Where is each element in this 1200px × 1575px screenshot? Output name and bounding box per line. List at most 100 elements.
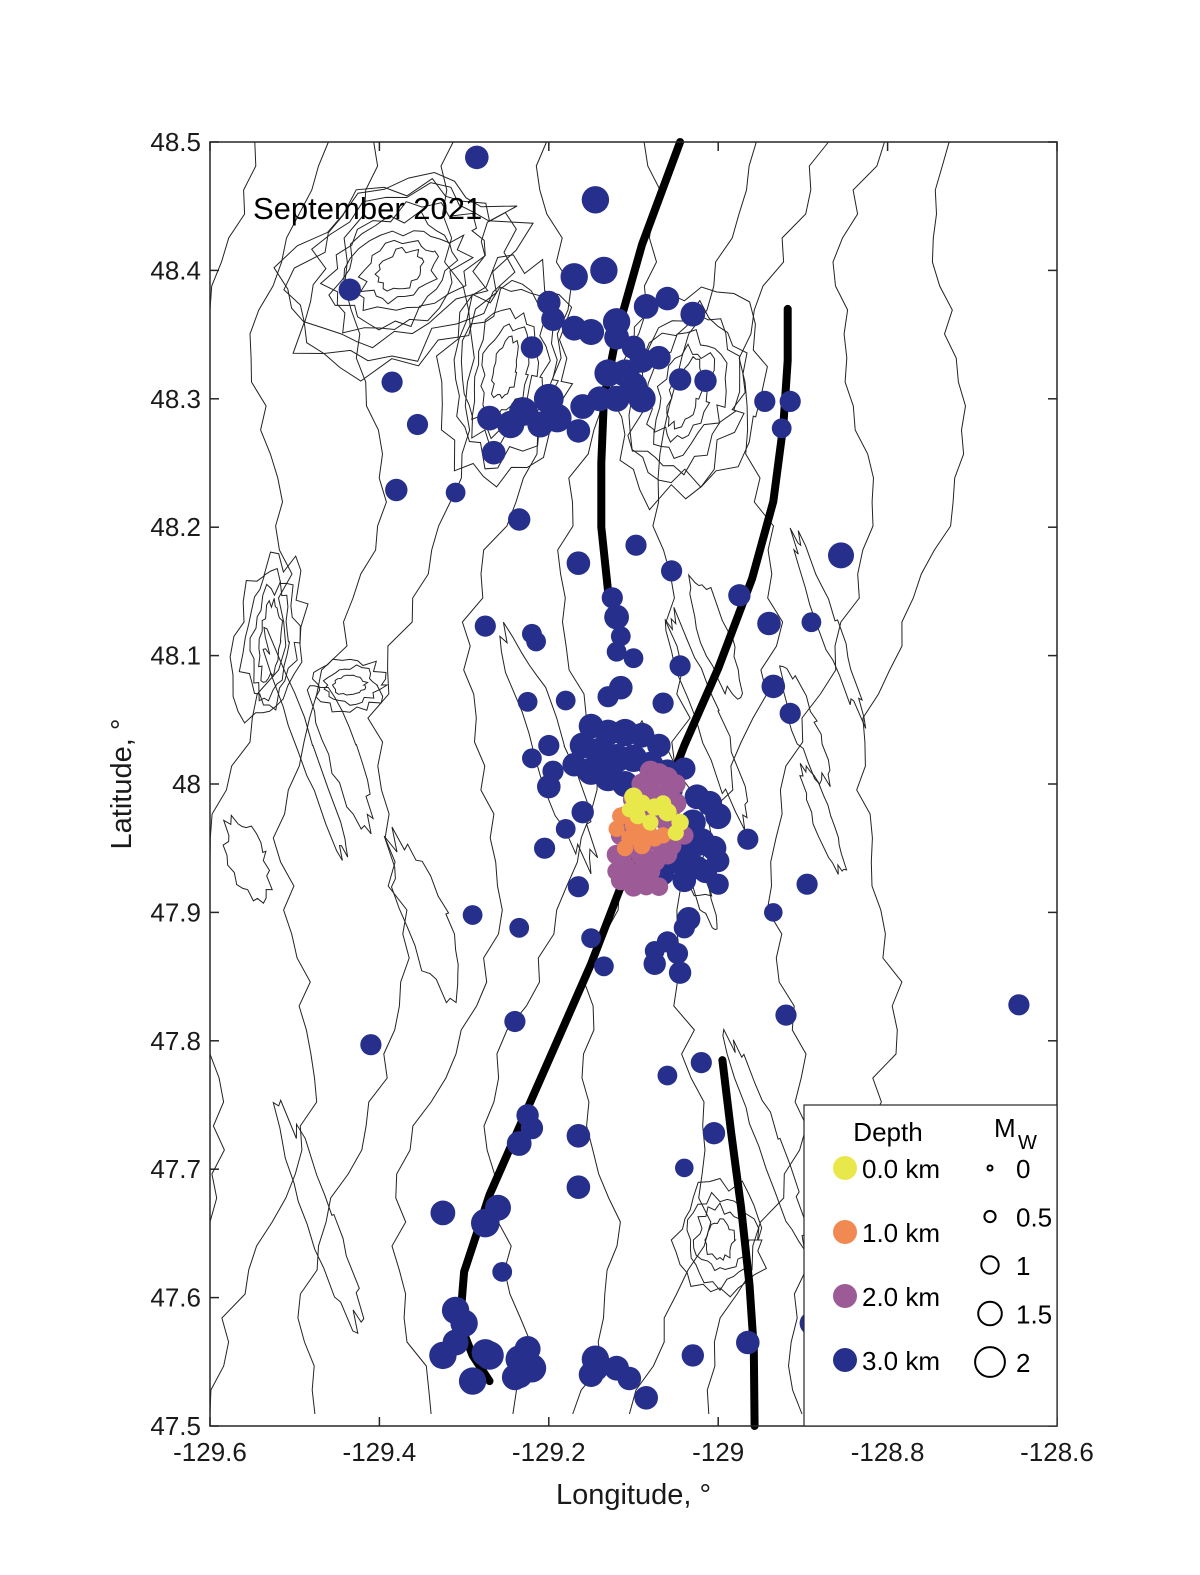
event-point xyxy=(655,827,672,844)
y-tick-label: 48 xyxy=(172,769,201,799)
event-point xyxy=(560,263,588,291)
legend-depth-title: Depth xyxy=(853,1117,922,1147)
legend-mw-title: M xyxy=(994,1113,1016,1143)
contour-high xyxy=(480,323,530,423)
event-point xyxy=(601,587,623,609)
event-point xyxy=(462,905,483,925)
event-point xyxy=(590,256,618,285)
y-axis-label: Latitude, ° xyxy=(106,719,138,850)
event-point xyxy=(534,837,556,859)
event-point xyxy=(657,1065,678,1086)
contour-line xyxy=(297,141,475,1415)
event-point xyxy=(406,413,429,436)
event-point xyxy=(608,820,625,838)
event-point xyxy=(623,876,644,897)
event-point xyxy=(707,849,730,873)
event-point xyxy=(828,542,854,569)
event-point xyxy=(757,611,781,636)
legend-mw-label: 2 xyxy=(1016,1348,1030,1378)
y-tick-label: 47.9 xyxy=(150,897,201,927)
contour-line xyxy=(391,141,572,1415)
event-point xyxy=(672,868,697,893)
event-point xyxy=(633,294,659,319)
y-tick-label: 48.2 xyxy=(150,512,201,542)
event-point xyxy=(517,691,538,712)
event-point xyxy=(566,1124,591,1148)
series-depth-3 xyxy=(338,145,1030,1410)
event-point xyxy=(537,774,561,799)
event-point xyxy=(667,824,684,841)
event-point xyxy=(630,825,646,841)
contour-high xyxy=(229,551,309,724)
contour-lineation xyxy=(499,621,599,875)
legend-mw-swatch xyxy=(974,1346,1006,1378)
event-point xyxy=(562,752,586,777)
legend-mw-swatch xyxy=(983,1209,997,1224)
legend-mw-label: 0 xyxy=(1016,1154,1030,1184)
contour-line xyxy=(628,141,829,1415)
event-point xyxy=(566,419,591,443)
event-point xyxy=(623,648,644,669)
y-tick-label: 47.6 xyxy=(150,1283,201,1313)
y-tick-label: 48.4 xyxy=(150,255,201,285)
event-point xyxy=(728,584,751,607)
event-point xyxy=(1008,994,1030,1016)
contour-seamount xyxy=(328,210,475,331)
legend-mw-subscript: W xyxy=(1018,1132,1037,1154)
event-point xyxy=(506,1131,532,1156)
contour-high xyxy=(670,1177,768,1298)
x-tick-label: -129.2 xyxy=(512,1437,586,1467)
event-point xyxy=(477,405,502,431)
contour-seamount xyxy=(357,239,440,305)
event-point xyxy=(673,917,695,939)
event-point xyxy=(707,873,729,895)
event-point xyxy=(578,1362,604,1387)
contour-high xyxy=(435,254,574,488)
legend-mw-swatch xyxy=(977,1300,1003,1327)
event-point xyxy=(796,873,818,895)
x-tick-label: -128.6 xyxy=(1020,1437,1094,1467)
event-point xyxy=(668,961,692,984)
legend-depth-label: 3.0 km xyxy=(862,1346,940,1376)
event-point xyxy=(522,748,542,769)
event-point xyxy=(705,803,732,830)
ridge-axis-line xyxy=(718,1056,759,1430)
x-tick-label: -129.4 xyxy=(343,1437,417,1467)
y-tick-label: 47.8 xyxy=(150,1026,201,1056)
event-point xyxy=(458,1367,487,1395)
event-point xyxy=(643,952,666,975)
event-point xyxy=(649,877,669,896)
event-point xyxy=(430,1200,456,1226)
event-point xyxy=(501,1364,528,1391)
legend-depth-swatch xyxy=(833,1156,857,1180)
event-point xyxy=(637,878,655,896)
event-point xyxy=(597,686,619,708)
legend-depth-swatch xyxy=(833,1284,857,1308)
event-point xyxy=(702,1122,726,1145)
y-tick-label: 47.7 xyxy=(150,1154,201,1184)
event-point xyxy=(385,478,408,502)
contour-high xyxy=(692,1202,748,1272)
event-point xyxy=(381,371,403,393)
event-point xyxy=(655,286,680,311)
event-point xyxy=(652,692,674,714)
earthquake-events xyxy=(338,145,1030,1410)
event-point xyxy=(628,385,656,413)
contour-high xyxy=(331,674,369,696)
event-point xyxy=(581,928,601,948)
event-point xyxy=(779,390,801,412)
event-point xyxy=(497,410,525,439)
event-point xyxy=(675,1158,694,1178)
contour-lineation xyxy=(383,826,459,1004)
contour-seamount xyxy=(319,201,486,334)
event-point xyxy=(508,508,531,531)
contour-high xyxy=(490,335,519,399)
event-point xyxy=(666,942,689,965)
contour-seamount xyxy=(374,246,425,292)
event-point xyxy=(737,828,759,850)
event-point xyxy=(429,1341,457,1370)
contour-high xyxy=(322,664,381,706)
x-tick-label: -129.6 xyxy=(173,1437,247,1467)
event-point xyxy=(492,1262,513,1282)
event-point xyxy=(604,604,629,630)
